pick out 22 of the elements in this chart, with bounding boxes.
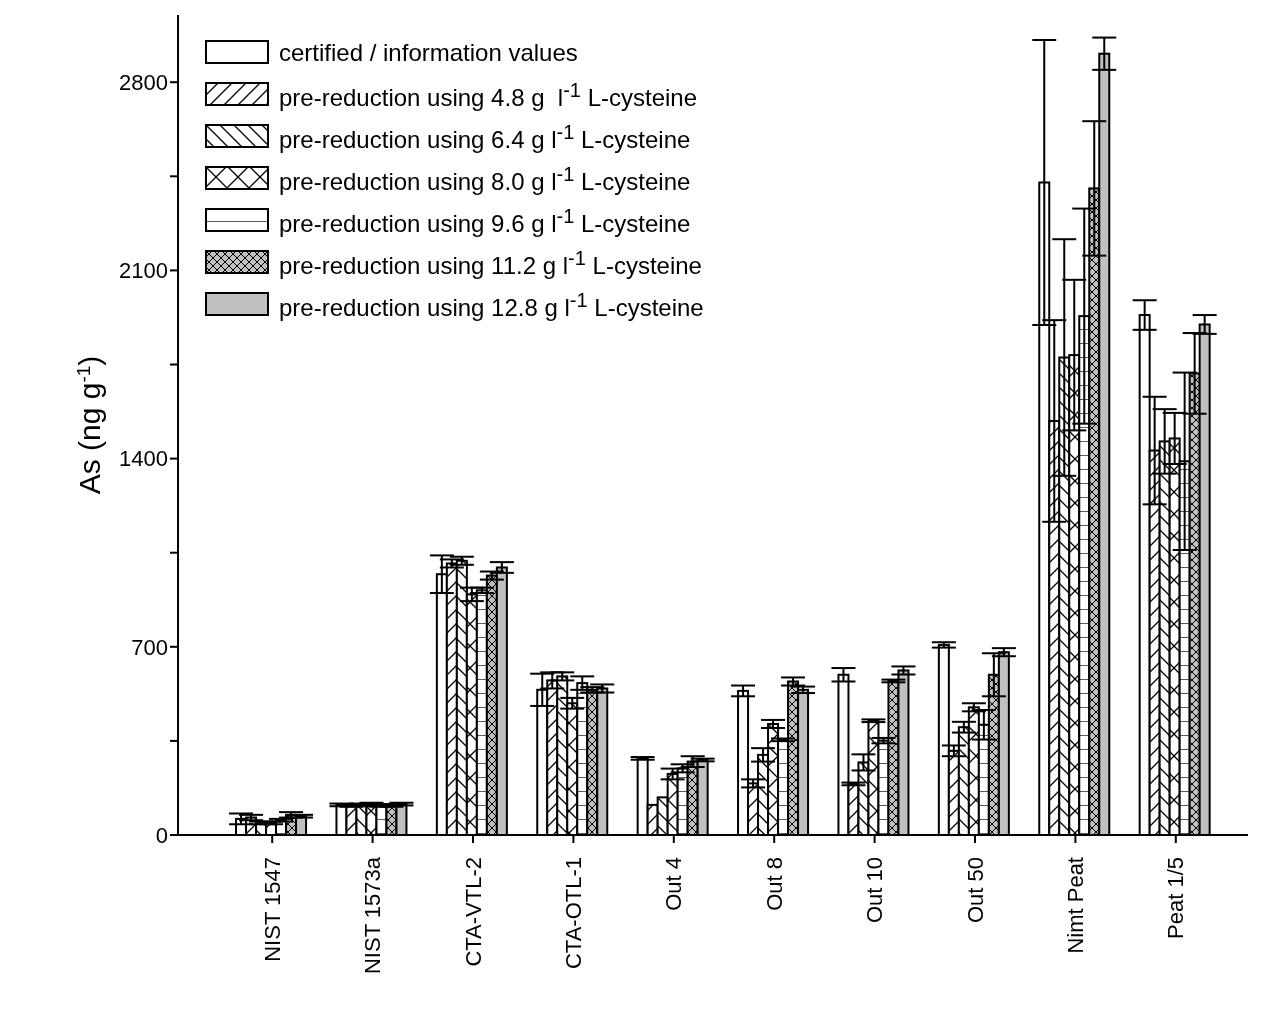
x-tick-label: Nimt Peat [1062, 857, 1088, 954]
y-tick-label: 0 [155, 822, 168, 848]
legend-label: pre-reduction using 11.2 g l$^{-1}$ L-cysteine [279, 246, 702, 280]
x-tick-label: Out 10 [862, 857, 888, 924]
x-tick-label: Peat 1/5 [1163, 857, 1189, 939]
y-tick-label: 2100 [119, 258, 168, 284]
x-tick-label: Out 50 [962, 857, 988, 924]
x-tick-label: Out 8 [761, 857, 787, 911]
legend-label: pre-reduction using 9.6 g l$^{-1}$ L-cysteine [279, 204, 691, 238]
x-tick-label: CTA-OTL-1 [560, 857, 586, 970]
y-tick-label: 1400 [119, 446, 168, 472]
legend-label: pre-reduction using 4.8 g l$^{-1}$ L-cysteine [279, 78, 698, 112]
legend-label: certified / information values [279, 39, 578, 67]
x-tick-label: CTA-VTL-2 [460, 857, 486, 967]
legend-label: pre-reduction using 6.4 g l$^{-1}$ L-cysteine [279, 120, 691, 154]
x-tick-label: Out 4 [661, 857, 687, 911]
legend-label: pre-reduction using 12.8 g l$^{-1}$ L-cysteine [279, 288, 704, 322]
legend-label: pre-reduction using 8.0 g l$^{-1}$ L-cysteine [279, 162, 691, 196]
x-tick-label: NIST 1573a [360, 856, 386, 975]
y-tick-label: 700 [131, 634, 168, 660]
y-tick-label: 2800 [119, 70, 168, 96]
x-tick-label: NIST 1547 [259, 857, 285, 962]
